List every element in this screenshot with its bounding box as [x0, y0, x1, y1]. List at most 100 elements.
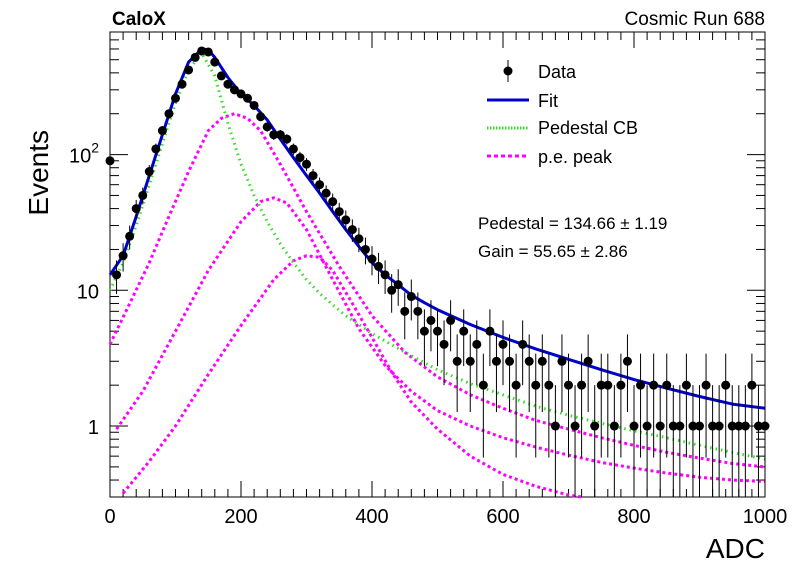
legend-entry-pedestal: Pedestal CB — [487, 118, 638, 138]
data-point — [603, 380, 613, 390]
data-point — [393, 280, 403, 290]
data-point — [433, 326, 442, 336]
data-point — [347, 225, 357, 235]
x-axis-label: ADC — [706, 533, 765, 564]
x-tick-label: 600 — [486, 506, 519, 528]
data-point — [446, 315, 456, 325]
data-point — [695, 421, 704, 431]
data-point — [544, 380, 554, 390]
data-points — [105, 46, 770, 497]
data-point — [380, 270, 390, 280]
data-point — [459, 326, 469, 336]
data-point — [439, 339, 449, 349]
legend-entry-pe-peak: p.e. peak — [487, 147, 613, 167]
data-point — [590, 421, 600, 431]
data-point — [655, 421, 665, 431]
x-tick-label: 200 — [224, 506, 257, 528]
data-point — [400, 306, 410, 316]
data-point — [636, 380, 646, 390]
data-point — [262, 122, 272, 132]
data-point — [282, 134, 292, 144]
data-point — [157, 126, 167, 136]
data-point — [406, 292, 416, 302]
data-point — [321, 188, 331, 198]
data-point — [269, 130, 279, 140]
data-point — [256, 112, 266, 122]
data-point — [557, 356, 567, 366]
annotation-gain: Gain = 55.65 ± 2.86 — [478, 242, 628, 261]
y-tick-label: 1 — [88, 417, 99, 439]
data-point — [105, 156, 115, 166]
data-point — [164, 109, 174, 119]
header-left-label: CaloX — [112, 9, 166, 30]
data-point — [216, 71, 226, 81]
data-point — [203, 47, 213, 57]
data-point — [511, 380, 521, 390]
legend-label-data: Data — [538, 62, 577, 82]
data-point — [190, 52, 200, 62]
data-point — [243, 93, 253, 103]
data-point — [714, 421, 724, 431]
annotation-pedestal: Pedestal = 134.66 ± 1.19 — [478, 214, 667, 233]
data-point — [491, 356, 501, 366]
data-point — [505, 356, 515, 366]
data-point — [760, 421, 770, 431]
data-point — [236, 89, 246, 99]
legend-label-pedestal: Pedestal CB — [538, 118, 638, 138]
data-point — [302, 159, 311, 169]
data-point — [341, 215, 351, 225]
data-point — [419, 326, 429, 336]
data-point — [616, 380, 626, 390]
data-point — [177, 79, 187, 89]
legend: Data Fit Pedestal CB p.e. peak — [487, 60, 638, 167]
data-point — [649, 380, 659, 390]
data-point — [721, 380, 731, 390]
data-point — [452, 356, 462, 366]
data-point — [131, 204, 141, 214]
data-point — [184, 65, 194, 75]
x-ticks: 0 200 400 600 800 1000 — [104, 32, 787, 528]
legend-entry-fit: Fit — [487, 91, 558, 111]
data-point — [374, 261, 384, 271]
data-point — [249, 100, 259, 110]
data-point — [550, 421, 560, 431]
data-point — [629, 421, 639, 431]
data-point — [151, 144, 161, 154]
data-point — [171, 93, 180, 103]
data-point — [387, 285, 397, 295]
series-pedestal-cb — [108, 51, 766, 461]
data-point — [138, 190, 148, 200]
data-point — [210, 57, 220, 67]
data-point — [524, 356, 534, 366]
data-point — [531, 380, 541, 390]
series-p-e-peak-3 — [121, 254, 582, 499]
legend-data-marker — [503, 66, 513, 76]
data-point — [577, 380, 587, 390]
data-point — [288, 144, 298, 154]
data-point — [753, 421, 763, 431]
x-tick-label: 1000 — [743, 506, 788, 528]
y-tick-label: 102 — [69, 140, 99, 168]
data-point — [413, 306, 423, 316]
x-tick-label: 400 — [355, 506, 388, 528]
data-point — [485, 326, 495, 336]
data-point — [144, 167, 154, 177]
data-point — [681, 380, 691, 390]
data-point — [537, 356, 547, 366]
data-point — [125, 231, 135, 241]
data-point — [596, 380, 606, 390]
data-point — [367, 254, 377, 264]
data-point — [662, 380, 672, 390]
data-point — [668, 421, 678, 431]
data-point — [688, 421, 698, 431]
data-point — [622, 356, 632, 366]
data-point — [295, 153, 305, 163]
data-point — [498, 339, 508, 349]
data-point — [472, 339, 482, 349]
data-point — [315, 180, 325, 190]
data-point — [518, 339, 528, 349]
data-point — [334, 207, 344, 217]
y-axis-label: Events — [23, 130, 54, 216]
